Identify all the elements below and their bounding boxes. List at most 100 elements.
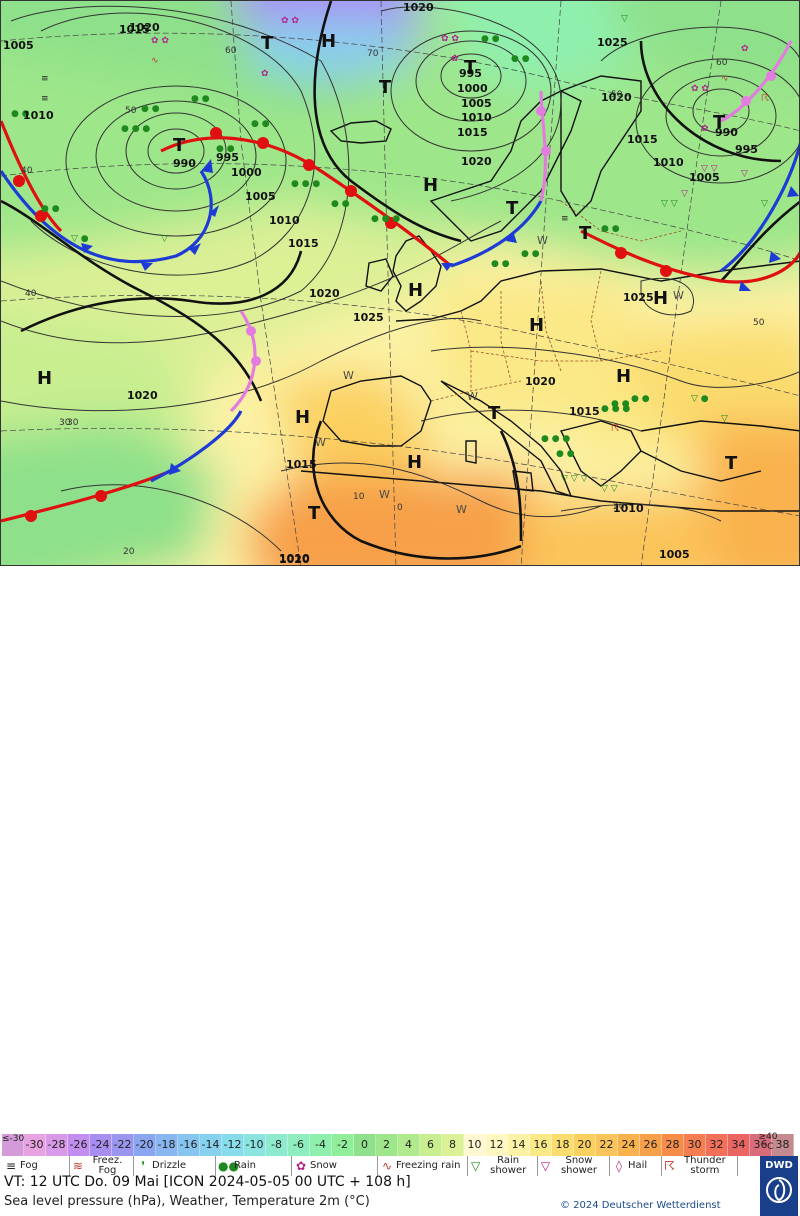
svg-text:● ●: ● ●: [216, 144, 235, 154]
low-pressure-label: T: [713, 112, 726, 133]
latlon-label: 50: [611, 90, 623, 100]
svg-text:● ●: ● ●: [511, 54, 530, 64]
latlon-label: 50: [125, 106, 137, 116]
scale-cell: -6: [288, 1134, 310, 1156]
svg-text:▽ ●: ▽ ●: [691, 394, 709, 404]
map-subtitle: Sea level pressure (hPa), Weather, Tempe…: [4, 1194, 370, 1209]
hail-icon: ◊: [616, 1159, 622, 1173]
latlon-label: 60: [225, 46, 237, 56]
isobar-label: 1015: [569, 405, 600, 418]
weather-map: ● ● ● ● ● ● ● ● ● ● ● ● ● ● ● ● ● ● ● ● ● ● ● ▽…: [0, 0, 800, 566]
svg-text:≡: ≡: [561, 214, 569, 224]
pressure-centres: T H T T H T T T H H T H H H H T T T H: [37, 31, 738, 524]
weather-legend-item: ◊ Hail: [610, 1156, 662, 1176]
isobar-label: 1005: [245, 190, 276, 203]
high-pressure-label: H: [37, 368, 52, 389]
svg-text:● ●: ● ●: [631, 394, 650, 404]
isobar-label: 1015: [457, 126, 488, 139]
isobar-label: 995: [216, 151, 239, 164]
isobar-label: 990: [715, 126, 738, 139]
temperature-scale: ≤-30 -30 -28 -26 -24 -22 -20 -18 -16 -14 -12 -10 -8-…: [2, 1134, 794, 1156]
latlon-label: 40: [21, 166, 33, 176]
latlon-label: 30: [67, 418, 79, 428]
high-pressure-label: H: [408, 280, 423, 301]
high-pressure-label: H: [321, 31, 336, 52]
isobar-label: 1010: [653, 156, 684, 169]
weather-legend-label: Snow shower: [560, 1155, 598, 1176]
weather-legend-item: ▽ Snow shower: [538, 1156, 610, 1176]
svg-text:● ●: ● ●: [141, 104, 160, 114]
copyright: © 2024 Deutscher Wetterdienst: [560, 1200, 721, 1211]
svg-text:▽ ▽ ▽: ▽ ▽ ▽: [561, 474, 588, 484]
isobar-label: 1005: [461, 97, 492, 110]
svg-text:● ● ●: ● ● ●: [371, 214, 400, 224]
map-canvas: ● ●● ●● ● ● ● ●● ●● ● ● ● ●● ● ●● ● ● ●▽…: [1, 1, 799, 565]
svg-text:▽: ▽: [761, 199, 768, 209]
svg-text:▽: ▽: [681, 189, 688, 199]
svg-text:✿ ✿: ✿ ✿: [691, 84, 709, 94]
wind-mark: W: [537, 234, 548, 247]
svg-text:▽: ▽: [741, 169, 748, 179]
svg-text:≡: ≡: [41, 94, 49, 104]
svg-text:● ●: ● ●: [611, 399, 630, 409]
low-pressure-label: T: [725, 453, 738, 474]
scale-cell: 28: [662, 1134, 684, 1156]
freezing-rain-icon: ∿: [381, 1159, 393, 1173]
low-pressure-label: T: [173, 135, 186, 156]
scale-cell: -16: [178, 1134, 200, 1156]
temperature-field: [1, 1, 799, 565]
scale-cell: 22: [596, 1134, 618, 1156]
weather-legend-label: Snow: [310, 1160, 337, 1171]
main-isobars: [1, 1, 799, 560]
weather-legend-label: Rain: [234, 1160, 256, 1171]
isobar-label: 1000: [457, 82, 488, 95]
svg-text:☈: ☈: [761, 94, 769, 104]
high-pressure-label: H: [616, 366, 631, 387]
low-pressure-label: T: [261, 33, 274, 54]
scale-cell: 26: [640, 1134, 662, 1156]
isobar-labels: 1005 1015 1010 990 995 1000 1005 1010 1015 1020 10…: [3, 1, 758, 565]
weather-legend-label: Hail: [628, 1160, 648, 1171]
scale-cell: 18: [552, 1134, 574, 1156]
rain-icon: ●●: [218, 1159, 239, 1173]
fog-icon: ≡: [5, 1159, 17, 1173]
weather-legend-label: Rain shower: [490, 1155, 527, 1176]
svg-text:● ●: ● ●: [11, 109, 30, 119]
svg-text:✿ ✿: ✿ ✿: [281, 16, 299, 26]
isobar-label: 1020: [127, 389, 158, 402]
isobar-label: 1015: [286, 458, 317, 471]
svg-text:● ●: ● ●: [331, 199, 350, 209]
weather-legend-item: ●● Rain: [216, 1156, 292, 1176]
isobar-label: 995: [735, 143, 758, 156]
isobar-label: 1010: [23, 109, 54, 122]
isobar-label: 1025: [353, 311, 384, 324]
weather-legend-label: Thunder storm: [684, 1155, 726, 1176]
scale-cell: -30: [24, 1134, 46, 1156]
scale-cell: -12: [222, 1134, 244, 1156]
isobar-label: 1020: [461, 155, 492, 168]
latlon-label: 30: [59, 418, 71, 428]
weather-legend-item: ❜ Drizzle: [134, 1156, 216, 1176]
scale-cell: 32: [706, 1134, 728, 1156]
low-pressure-label: T: [579, 223, 592, 244]
scale-cell: 30: [684, 1134, 706, 1156]
isobar-label: 1020: [403, 1, 434, 14]
dwd-logo: DWD: [760, 1156, 798, 1216]
isobar-label: 1020: [525, 375, 556, 388]
svg-text:● ●: ● ●: [556, 449, 575, 459]
scale-cell: 8: [442, 1134, 464, 1156]
scale-cell: 2: [376, 1134, 398, 1156]
isobar-label: 1020: [601, 91, 632, 104]
isobar-label: 990: [173, 157, 196, 170]
svg-text:☈: ☈: [611, 424, 619, 434]
freezing-fog-icon: ≋: [72, 1159, 83, 1173]
weather-wind-marks: W W W W W W W: [315, 234, 684, 516]
svg-text:● ●: ● ●: [521, 249, 540, 259]
scale-cell: -24: [90, 1134, 112, 1156]
scale-cell: -20: [134, 1134, 156, 1156]
rain-shower-icon: ▽: [471, 1159, 481, 1173]
low-pressure-label: T: [506, 198, 519, 219]
weather-legend-item: ∿ Freezing rain: [378, 1156, 468, 1176]
svg-text:● ●: ● ●: [601, 224, 620, 234]
svg-text:● ●: ● ●: [491, 259, 510, 269]
